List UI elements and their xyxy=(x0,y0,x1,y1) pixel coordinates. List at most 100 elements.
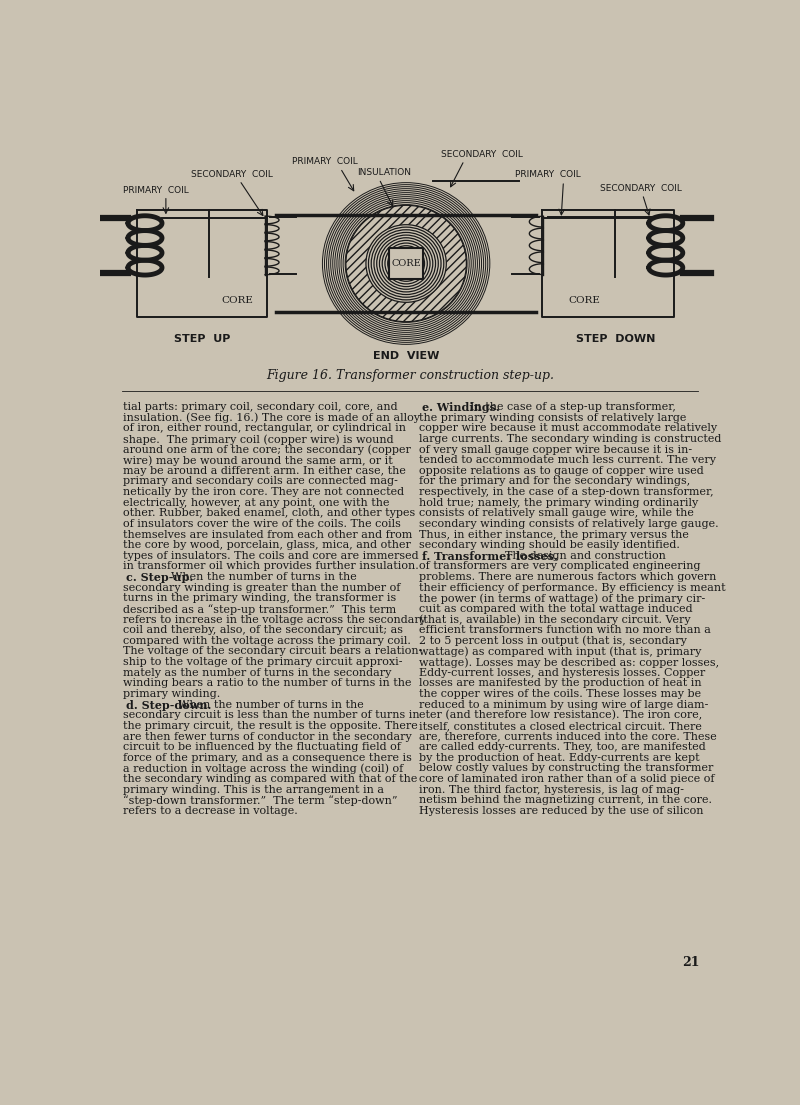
Text: (that is, available) in the secondary circuit. Very: (that is, available) in the secondary ci… xyxy=(419,614,691,625)
Text: refers to a decrease in voltage.: refers to a decrease in voltage. xyxy=(123,806,298,815)
Text: opposite relations as to gauge of copper wire used: opposite relations as to gauge of copper… xyxy=(419,466,704,476)
Text: are, therefore, currents induced into the core. These: are, therefore, currents induced into th… xyxy=(419,732,717,741)
Text: CORE: CORE xyxy=(569,296,601,305)
Text: SECONDARY  COIL: SECONDARY COIL xyxy=(191,170,274,179)
Text: cuit as compared with the total wattage induced: cuit as compared with the total wattage … xyxy=(419,604,693,614)
Text: efficient transformers function with no more than a: efficient transformers function with no … xyxy=(419,625,711,635)
Text: PRIMARY  COIL: PRIMARY COIL xyxy=(123,186,189,194)
Text: wire) may be wound around the same arm, or it: wire) may be wound around the same arm, … xyxy=(123,455,393,466)
Text: copper wire because it must accommodate relatively: copper wire because it must accommodate … xyxy=(419,423,718,433)
Text: PRIMARY  COIL: PRIMARY COIL xyxy=(292,157,358,167)
Text: reduced to a minimum by using wire of large diam-: reduced to a minimum by using wire of la… xyxy=(419,699,709,709)
Text: by the production of heat. Eddy-currents are kept: by the production of heat. Eddy-currents… xyxy=(419,753,700,762)
Text: In the case of a step-up transformer,: In the case of a step-up transformer, xyxy=(463,402,676,412)
Text: SECONDARY  COIL: SECONDARY COIL xyxy=(600,183,682,192)
Text: the copper wires of the coils. These losses may be: the copper wires of the coils. These los… xyxy=(419,690,702,699)
Text: around one arm of the core; the secondary (copper: around one arm of the core; the secondar… xyxy=(123,444,411,455)
Text: compared with the voltage across the primary coil.: compared with the voltage across the pri… xyxy=(123,635,411,645)
Text: tended to accommodate much less current. The very: tended to accommodate much less current.… xyxy=(419,455,716,465)
Text: losses are manifested by the production of heat in: losses are manifested by the production … xyxy=(419,678,702,688)
Text: mately as the number of turns in the secondary: mately as the number of turns in the sec… xyxy=(123,667,392,677)
Text: f. Transformer losses.: f. Transformer losses. xyxy=(422,551,558,561)
Text: ship to the voltage of the primary circuit approxi-: ship to the voltage of the primary circu… xyxy=(123,657,402,667)
Text: When the number of turns in the: When the number of turns in the xyxy=(170,699,363,709)
Text: of very small gauge copper wire because it is in-: of very small gauge copper wire because … xyxy=(419,444,693,454)
Text: primary winding.: primary winding. xyxy=(123,690,221,699)
Text: electrically, however, at any point, one with the: electrically, however, at any point, one… xyxy=(123,497,390,507)
Text: other. Rubber, baked enamel, cloth, and other types: other. Rubber, baked enamel, cloth, and … xyxy=(123,508,415,518)
Text: the primary circuit, the result is the opposite. There: the primary circuit, the result is the o… xyxy=(123,720,418,730)
Text: may be around a different arm. In either case, the: may be around a different arm. In either… xyxy=(123,466,406,476)
Text: secondary circuit is less than the number of turns in: secondary circuit is less than the numbe… xyxy=(123,711,420,720)
Text: STEP  DOWN: STEP DOWN xyxy=(576,334,655,344)
Text: Thus, in either instance, the primary versus the: Thus, in either instance, the primary ve… xyxy=(419,529,689,539)
Text: 21: 21 xyxy=(682,956,699,969)
Text: tial parts: primary coil, secondary coil, core, and: tial parts: primary coil, secondary coil… xyxy=(123,402,398,412)
Text: eter (and therefore low resistance). The iron core,: eter (and therefore low resistance). The… xyxy=(419,711,702,720)
Text: wattage) as compared with input (that is, primary: wattage) as compared with input (that is… xyxy=(419,646,702,657)
Text: wattage). Losses may be described as: copper losses,: wattage). Losses may be described as: co… xyxy=(419,657,719,667)
Text: force of the primary, and as a consequence there is: force of the primary, and as a consequen… xyxy=(123,753,412,762)
Text: netism behind the magnetizing current, in the core.: netism behind the magnetizing current, i… xyxy=(419,796,712,806)
Text: primary and secondary coils are connected mag-: primary and secondary coils are connecte… xyxy=(123,476,398,486)
Text: coil and thereby, also, of the secondary circuit; as: coil and thereby, also, of the secondary… xyxy=(123,625,403,635)
Text: The voltage of the secondary circuit bears a relation-: The voltage of the secondary circuit bea… xyxy=(123,646,422,656)
Text: problems. There are numerous factors which govern: problems. There are numerous factors whi… xyxy=(419,572,717,582)
Text: CORE: CORE xyxy=(391,259,421,269)
Text: The design and construction: The design and construction xyxy=(498,551,666,561)
Text: Eddy-current losses, and hysteresis losses. Copper: Eddy-current losses, and hysteresis loss… xyxy=(419,667,706,677)
Text: primary winding. This is the arrangement in a: primary winding. This is the arrangement… xyxy=(123,785,384,794)
Text: shape.  The primary coil (copper wire) is wound: shape. The primary coil (copper wire) is… xyxy=(123,434,394,444)
Text: insulation. (See fig. 16.) The core is made of an alloy: insulation. (See fig. 16.) The core is m… xyxy=(123,413,420,423)
Text: turns in the primary winding, the transformer is: turns in the primary winding, the transf… xyxy=(123,593,397,603)
Text: When the number of turns in the: When the number of turns in the xyxy=(164,572,357,582)
Text: large currents. The secondary winding is constructed: large currents. The secondary winding is… xyxy=(419,434,722,444)
Text: below costly values by constructing the transformer: below costly values by constructing the … xyxy=(419,764,714,774)
Text: are called eddy-currents. They, too, are manifested: are called eddy-currents. They, too, are… xyxy=(419,743,706,753)
Text: themselves are insulated from each other and from: themselves are insulated from each other… xyxy=(123,529,413,539)
Text: secondary winding consists of relatively large gauge.: secondary winding consists of relatively… xyxy=(419,519,719,529)
Text: SECONDARY  COIL: SECONDARY COIL xyxy=(441,149,523,159)
Text: netically by the iron core. They are not connected: netically by the iron core. They are not… xyxy=(123,487,404,497)
Text: consists of relatively small gauge wire, while the: consists of relatively small gauge wire,… xyxy=(419,508,694,518)
Text: of iron, either round, rectangular, or cylindrical in: of iron, either round, rectangular, or c… xyxy=(123,423,406,433)
Text: a reduction in voltage across the winding (coil) of: a reduction in voltage across the windin… xyxy=(123,764,403,774)
Text: END  VIEW: END VIEW xyxy=(373,351,439,361)
Bar xyxy=(390,249,423,278)
Text: respectively, in the case of a step-down transformer,: respectively, in the case of a step-down… xyxy=(419,487,714,497)
Text: itself, constitutes a closed electrical circuit. There: itself, constitutes a closed electrical … xyxy=(419,720,702,730)
Text: Figure 16. Transformer construction step-up.: Figure 16. Transformer construction step… xyxy=(266,369,554,381)
Text: INSULATION: INSULATION xyxy=(358,168,411,177)
Text: c. Step-up.: c. Step-up. xyxy=(126,572,193,583)
Text: are then fewer turns of conductor in the secondary: are then fewer turns of conductor in the… xyxy=(123,732,412,741)
Text: PRIMARY  COIL: PRIMARY COIL xyxy=(514,170,580,179)
Text: the primary winding consists of relatively large: the primary winding consists of relative… xyxy=(419,413,686,423)
Text: STEP  UP: STEP UP xyxy=(174,334,230,344)
Text: Hysteresis losses are reduced by the use of silicon: Hysteresis losses are reduced by the use… xyxy=(419,806,704,815)
Text: their efficiency of performance. By efficiency is meant: their efficiency of performance. By effi… xyxy=(419,582,726,592)
Ellipse shape xyxy=(366,224,446,303)
Ellipse shape xyxy=(346,206,466,322)
Text: secondary winding is greater than the number of: secondary winding is greater than the nu… xyxy=(123,582,401,592)
Text: the core by wood, porcelain, glass, mica, and other: the core by wood, porcelain, glass, mica… xyxy=(123,540,411,550)
Text: of transformers are very complicated engineering: of transformers are very complicated eng… xyxy=(419,561,701,571)
Text: 2 to 5 percent loss in output (that is, secondary: 2 to 5 percent loss in output (that is, … xyxy=(419,635,687,646)
Text: for the primary and for the secondary windings,: for the primary and for the secondary wi… xyxy=(419,476,690,486)
Text: of insulators cover the wire of the coils. The coils: of insulators cover the wire of the coil… xyxy=(123,519,401,529)
Text: CORE: CORE xyxy=(222,296,254,305)
Text: the secondary winding as compared with that of the: the secondary winding as compared with t… xyxy=(123,774,418,785)
Text: types of insulators. The coils and core are immersed: types of insulators. The coils and core … xyxy=(123,551,419,561)
Text: “step-down transformer.”  The term “step-down”: “step-down transformer.” The term “step-… xyxy=(123,796,398,806)
Text: circuit to be influenced by the fluctuating field of: circuit to be influenced by the fluctuat… xyxy=(123,743,401,753)
Text: hold true; namely, the primary winding ordinarily: hold true; namely, the primary winding o… xyxy=(419,497,698,507)
Text: e. Windings.: e. Windings. xyxy=(422,402,499,413)
Text: iron. The third factor, hysteresis, is lag of mag-: iron. The third factor, hysteresis, is l… xyxy=(419,785,684,794)
Text: refers to increase in the voltage across the secondary: refers to increase in the voltage across… xyxy=(123,614,426,624)
Text: described as a “step-up transformer.”  This term: described as a “step-up transformer.” Th… xyxy=(123,604,397,614)
Text: the power (in terms of wattage) of the primary cir-: the power (in terms of wattage) of the p… xyxy=(419,593,706,604)
Text: winding bears a ratio to the number of turns in the: winding bears a ratio to the number of t… xyxy=(123,678,412,688)
Text: in transformer oil which provides further insulation.: in transformer oil which provides furthe… xyxy=(123,561,419,571)
Text: core of laminated iron rather than of a solid piece of: core of laminated iron rather than of a … xyxy=(419,774,715,785)
Text: secondary winding should be easily identified.: secondary winding should be easily ident… xyxy=(419,540,680,550)
Text: d. Step-down.: d. Step-down. xyxy=(126,699,211,711)
